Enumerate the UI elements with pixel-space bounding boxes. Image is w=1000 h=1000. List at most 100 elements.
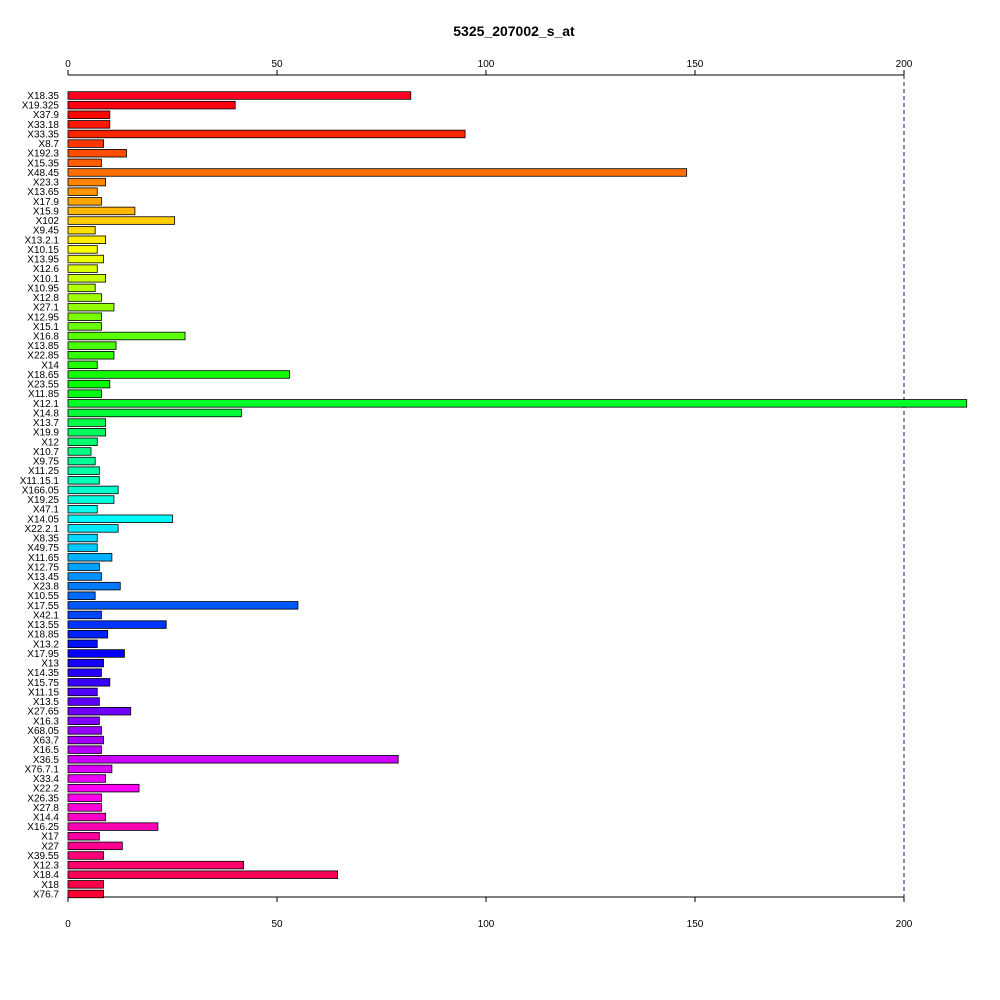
category-label: X19.325 xyxy=(22,101,60,112)
bar-x27-8 xyxy=(67,803,102,812)
category-label: X11.85 xyxy=(28,389,59,400)
bar-x18-85 xyxy=(67,630,109,639)
bar-x13-7 xyxy=(67,418,107,427)
bar-x19-25 xyxy=(67,495,115,504)
bar-x12-6 xyxy=(67,264,98,273)
category-label: X19.25 xyxy=(27,495,59,506)
bar-x48-45 xyxy=(67,168,688,177)
category-label: X17.95 xyxy=(27,649,59,660)
bar-x11-15-1 xyxy=(67,476,100,485)
bar-x10-7 xyxy=(67,447,92,456)
bar-x15-75 xyxy=(67,678,111,687)
category-label: X16.3 xyxy=(33,716,60,727)
bar-x23-3 xyxy=(67,177,107,187)
category-label: X9.75 xyxy=(33,457,60,468)
bar-x13 xyxy=(67,658,104,668)
category-label: X36.5 xyxy=(33,755,60,766)
bar-x17 xyxy=(67,832,100,841)
chart-title: 5325_207002_s_at xyxy=(453,23,575,39)
category-label: X12.75 xyxy=(27,562,59,573)
category-label: X13 xyxy=(41,659,59,670)
category-labels: X18.35X19.325X37.9X33.18X33.35X8.7X192.3… xyxy=(20,91,60,900)
category-label: X12.1 xyxy=(33,399,60,410)
top-tick-label: 50 xyxy=(271,59,283,70)
bar-x22-85 xyxy=(67,351,115,360)
bar-x166-05 xyxy=(67,485,119,495)
bar-x27-65 xyxy=(67,706,132,716)
category-label: X18.4 xyxy=(33,870,60,881)
category-label: X23.8 xyxy=(33,582,60,593)
category-label: X13.2.1 xyxy=(25,235,60,246)
category-label: X18 xyxy=(41,880,59,891)
bar-x13-85 xyxy=(67,341,117,350)
bar-x192-3 xyxy=(67,149,127,158)
category-label: X13.85 xyxy=(27,341,59,352)
category-label: X10.7 xyxy=(33,447,60,458)
category-label: X13.95 xyxy=(27,255,59,266)
bar-x12-95 xyxy=(67,312,102,321)
category-label: X15.75 xyxy=(27,678,59,689)
bar-x11-15 xyxy=(67,687,98,697)
bar-x13-2 xyxy=(67,639,98,649)
category-label: X37.9 xyxy=(33,110,60,121)
category-label: X19.9 xyxy=(33,428,60,439)
category-label: X12 xyxy=(41,437,59,448)
category-label: X8.35 xyxy=(33,534,60,545)
category-label: X11.15 xyxy=(28,687,59,698)
bar-x23-55 xyxy=(67,379,111,389)
bar-x13-55 xyxy=(67,620,167,629)
category-label: X12.95 xyxy=(27,312,59,323)
bar-x13-65 xyxy=(67,187,98,196)
category-label: X13.45 xyxy=(27,572,59,583)
bar-x26-35 xyxy=(67,793,102,802)
category-label: X27.1 xyxy=(33,303,60,314)
category-label: X16.8 xyxy=(33,332,60,343)
category-label: X13.7 xyxy=(33,418,60,429)
bar-x11-85 xyxy=(67,389,102,398)
top-tick-label: 150 xyxy=(687,59,704,70)
bar-x17-9 xyxy=(67,197,102,206)
bar-x10-55 xyxy=(67,591,96,600)
category-label: X17 xyxy=(41,832,59,843)
category-label: X22.2 xyxy=(33,784,60,795)
category-label: X23.55 xyxy=(27,380,59,391)
category-label: X33.18 xyxy=(27,120,59,131)
category-label: X68.05 xyxy=(27,726,59,737)
category-label: X16.5 xyxy=(33,745,60,756)
category-label: X42.1 xyxy=(33,610,60,621)
category-label: X23.3 xyxy=(33,178,60,189)
category-label: X76.7.1 xyxy=(25,764,60,775)
bar-x37-9 xyxy=(67,110,111,119)
category-label: X27.8 xyxy=(33,803,60,814)
bottom-tick-label: 150 xyxy=(687,919,704,930)
bar-x12-1 xyxy=(67,399,968,408)
bar-x27 xyxy=(67,841,123,851)
category-label: X17.9 xyxy=(33,197,60,208)
category-label: X11.25 xyxy=(28,466,59,477)
bar-x22-2-1 xyxy=(67,524,119,533)
bar-x10-15 xyxy=(67,245,98,254)
bar-x16-8 xyxy=(67,331,186,341)
category-label: X11.15.1 xyxy=(20,476,60,487)
bar-x12 xyxy=(67,437,98,447)
category-label: X14.8 xyxy=(33,408,60,419)
category-label: X49.75 xyxy=(27,543,59,554)
bar-x16-5 xyxy=(67,745,102,754)
bar-x12-75 xyxy=(67,562,100,572)
category-label: X27 xyxy=(41,841,59,852)
category-label: X9.45 xyxy=(33,226,60,237)
top-tick-label: 0 xyxy=(65,59,71,70)
bar-x19-9 xyxy=(67,427,107,437)
category-label: X15.35 xyxy=(27,158,59,169)
category-label: X48.45 xyxy=(27,168,59,179)
bar-x63-7 xyxy=(67,735,104,745)
bar-x16-3 xyxy=(67,716,100,725)
category-label: X15.9 xyxy=(33,206,60,217)
bar-x15-9 xyxy=(67,206,136,216)
top-tick-label: 100 xyxy=(478,59,495,70)
bar-x9-45 xyxy=(67,225,96,235)
bar-x13-45 xyxy=(67,572,102,581)
bar-x19-325 xyxy=(67,100,236,110)
bottom-tick-label: 100 xyxy=(478,919,495,930)
category-label: X12.3 xyxy=(33,861,60,872)
